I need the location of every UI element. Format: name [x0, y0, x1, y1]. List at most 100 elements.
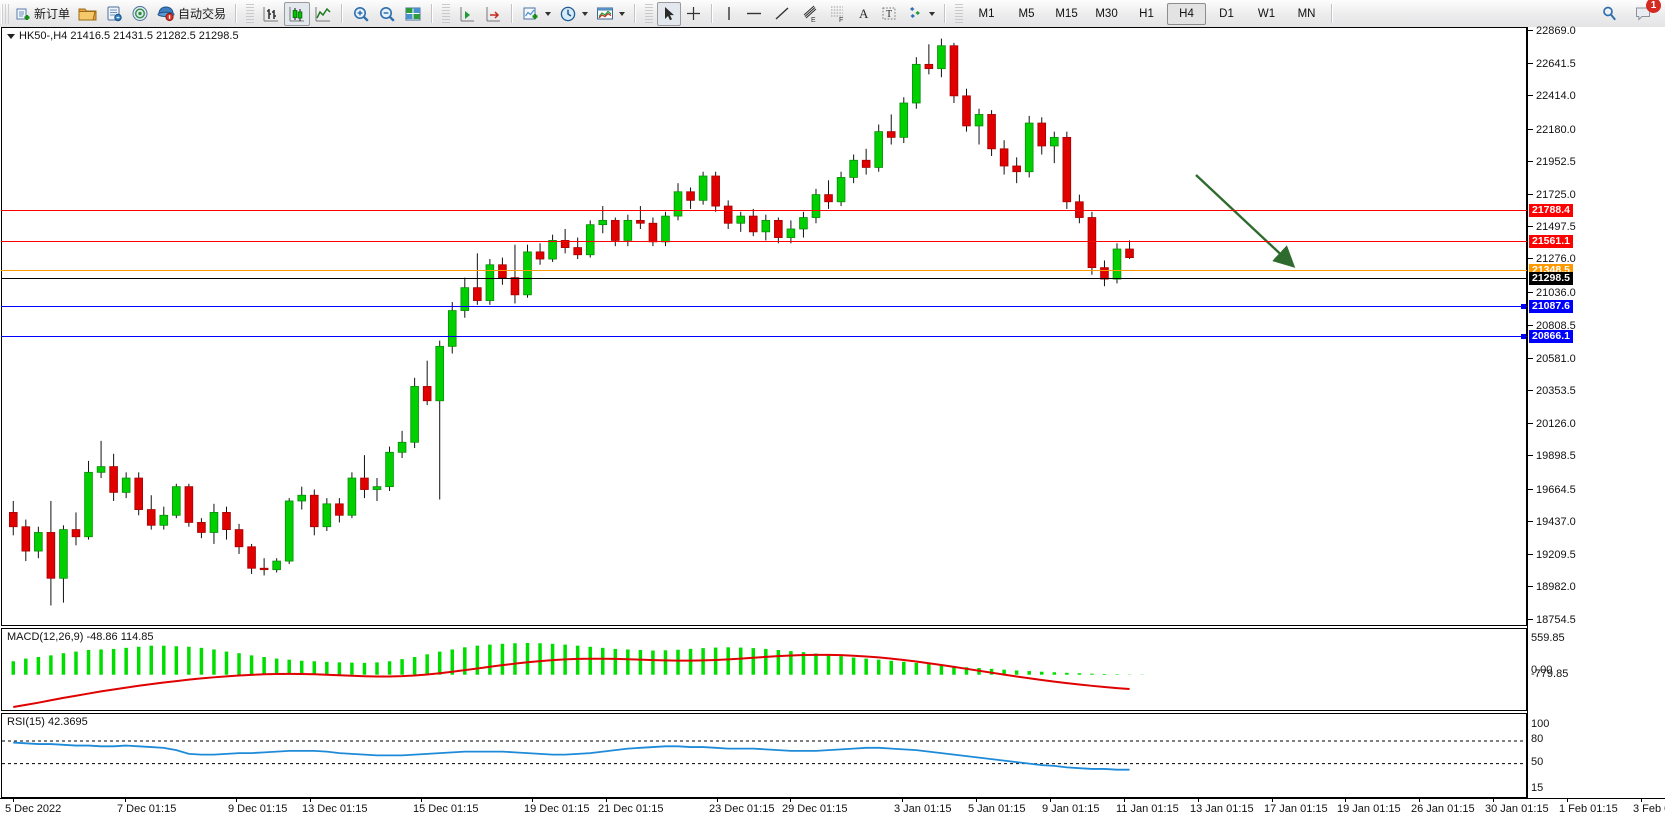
time-label: 13 Jan 01:15 — [1190, 803, 1254, 815]
time-tick — [1124, 799, 1125, 802]
zoom-out-button[interactable] — [374, 2, 400, 26]
timeframe-h1[interactable]: H1 — [1139, 7, 1154, 20]
horizontal-line-button[interactable] — [740, 2, 768, 26]
time-tick — [125, 799, 126, 802]
candle — [109, 466, 118, 493]
rsi-scale-tick: 15 — [1531, 782, 1544, 794]
time-label: 5 Jan 01:15 — [968, 803, 1026, 815]
candle — [849, 159, 858, 178]
timeframe-m30[interactable]: M30 — [1095, 7, 1118, 20]
time-label: 15 Dec 01:15 — [413, 803, 479, 815]
new-order-button[interactable]: 新订单 — [11, 2, 74, 26]
objects-dropdown-caret[interactable] — [929, 11, 936, 16]
zoom-in-button[interactable] — [348, 2, 374, 26]
line-chart-icon — [315, 6, 331, 21]
candlestick-chart-button[interactable] — [284, 1, 311, 26]
alerts-button[interactable]: 1 — [1630, 0, 1661, 26]
rsi-scale-tick: 100 — [1531, 718, 1550, 730]
time-label: 19 Jan 01:15 — [1337, 803, 1401, 815]
templates-dropdown-caret[interactable] — [619, 11, 626, 16]
level-label-support-1[interactable]: 21087.6 — [1529, 300, 1573, 313]
timeframe-grip[interactable] — [955, 4, 964, 23]
collapse-arrow-icon[interactable] — [7, 33, 15, 39]
price-pane[interactable]: HK50-,H4 21416.5 21431.5 21282.5 21298.5 — [1, 27, 1527, 626]
period-dropdown-caret[interactable] — [582, 11, 589, 16]
profiles-button[interactable] — [101, 2, 127, 26]
price-scale[interactable]: 22869.0 22641.5 22414.0 22180.0 21952.5 21725… — [1527, 25, 1665, 798]
time-label: 21 Dec 01:15 — [598, 803, 664, 815]
candle — [159, 514, 169, 526]
templates-button[interactable] — [592, 2, 629, 26]
candle — [523, 251, 532, 296]
chart-workspace[interactable]: HK50-,H4 21416.5 21431.5 21282.5 21298.5… — [0, 25, 1665, 837]
rsi-pane[interactable]: RSI(15) 42.3695 — [1, 713, 1527, 798]
candle — [824, 194, 833, 203]
line-chart-button[interactable] — [310, 2, 336, 26]
rsi-scale-tick: 80 — [1531, 733, 1544, 746]
crosshair-button[interactable] — [681, 2, 706, 26]
text-label-button[interactable]: T — [876, 2, 902, 26]
indicators-button[interactable] — [518, 2, 555, 26]
candle — [799, 217, 808, 230]
chart-shift-button[interactable] — [480, 2, 506, 26]
candlestick-canvas[interactable] — [2, 28, 1526, 625]
level-label-support-2[interactable]: 20866.1 — [1529, 330, 1573, 343]
search-button[interactable] — [1597, 2, 1622, 26]
toolbar-grip[interactable] — [1, 3, 9, 24]
macd-pane[interactable]: MACD(12,26,9) -48.86 114.85 — [1, 628, 1527, 711]
macd-label: MACD(12,26,9) -48.86 114.85 — [7, 631, 154, 643]
timeframe-m15[interactable]: M15 — [1055, 7, 1078, 20]
trend-arrow-annotation[interactable] — [1190, 167, 1310, 282]
indicators-dropdown-caret[interactable] — [545, 11, 552, 16]
candle — [322, 503, 332, 528]
chart-tools-grip[interactable] — [246, 4, 255, 23]
vertical-line-icon — [728, 7, 730, 20]
zoom-in-icon — [354, 6, 369, 22]
timeframe-mn[interactable]: MN — [1297, 7, 1316, 20]
time-scale[interactable]: 5 Dec 2022 7 Dec 01:15 9 Dec 01:15 13 Dec 0… — [0, 798, 1665, 823]
signals-button[interactable] — [127, 2, 153, 26]
candle — [146, 509, 156, 526]
draw-tools-grip[interactable] — [645, 4, 654, 23]
time-label: 3 Jan 01:15 — [894, 803, 952, 815]
time-tick — [1567, 799, 1568, 802]
candle — [836, 177, 846, 203]
candle — [1050, 136, 1059, 147]
candle — [184, 486, 194, 523]
level-label-resistance-1[interactable]: 21788.4 — [1529, 204, 1573, 217]
time-tick — [902, 799, 903, 802]
tile-windows-button[interactable] — [400, 2, 426, 26]
price-tick: 20353.5 — [1528, 385, 1576, 397]
vertical-line-button[interactable] — [718, 2, 740, 26]
cursor-button[interactable] — [657, 1, 682, 26]
text-button[interactable]: A — [852, 2, 876, 26]
timeframe-m5[interactable]: M5 — [1018, 7, 1035, 20]
timeframe-m1[interactable]: M1 — [978, 7, 995, 20]
timeframe-w1[interactable]: W1 — [1257, 7, 1276, 20]
nav-tools-grip[interactable] — [442, 4, 451, 23]
macd-scale-tick: 559.85 — [1531, 632, 1565, 644]
period-button[interactable] — [555, 2, 592, 26]
level-label-last-price[interactable]: 21298.5 — [1529, 272, 1573, 285]
level-label-resistance-2[interactable]: 21561.1 — [1529, 235, 1573, 248]
trend-line-button[interactable] — [768, 2, 796, 26]
candle — [560, 240, 570, 248]
candle — [485, 264, 495, 301]
candle — [548, 240, 557, 260]
folder-button[interactable] — [74, 2, 101, 26]
timeframe-d1[interactable]: D1 — [1219, 7, 1234, 20]
time-tick — [13, 799, 14, 802]
rsi-canvas — [2, 740, 1526, 771]
bar-chart-button[interactable] — [258, 2, 284, 26]
candle — [222, 512, 231, 530]
candle — [711, 175, 720, 207]
objects-button[interactable] — [902, 2, 939, 26]
auto-trading-button[interactable]: 自动交易 — [153, 2, 230, 26]
search-icon — [1603, 6, 1616, 21]
time-tick — [976, 799, 977, 802]
equidistant-channel-button[interactable]: E — [796, 2, 824, 26]
scroll-end-button[interactable] — [454, 2, 480, 26]
fibonacci-button[interactable]: F — [824, 2, 852, 26]
timeframe-h4[interactable]: H4 — [1167, 2, 1207, 25]
